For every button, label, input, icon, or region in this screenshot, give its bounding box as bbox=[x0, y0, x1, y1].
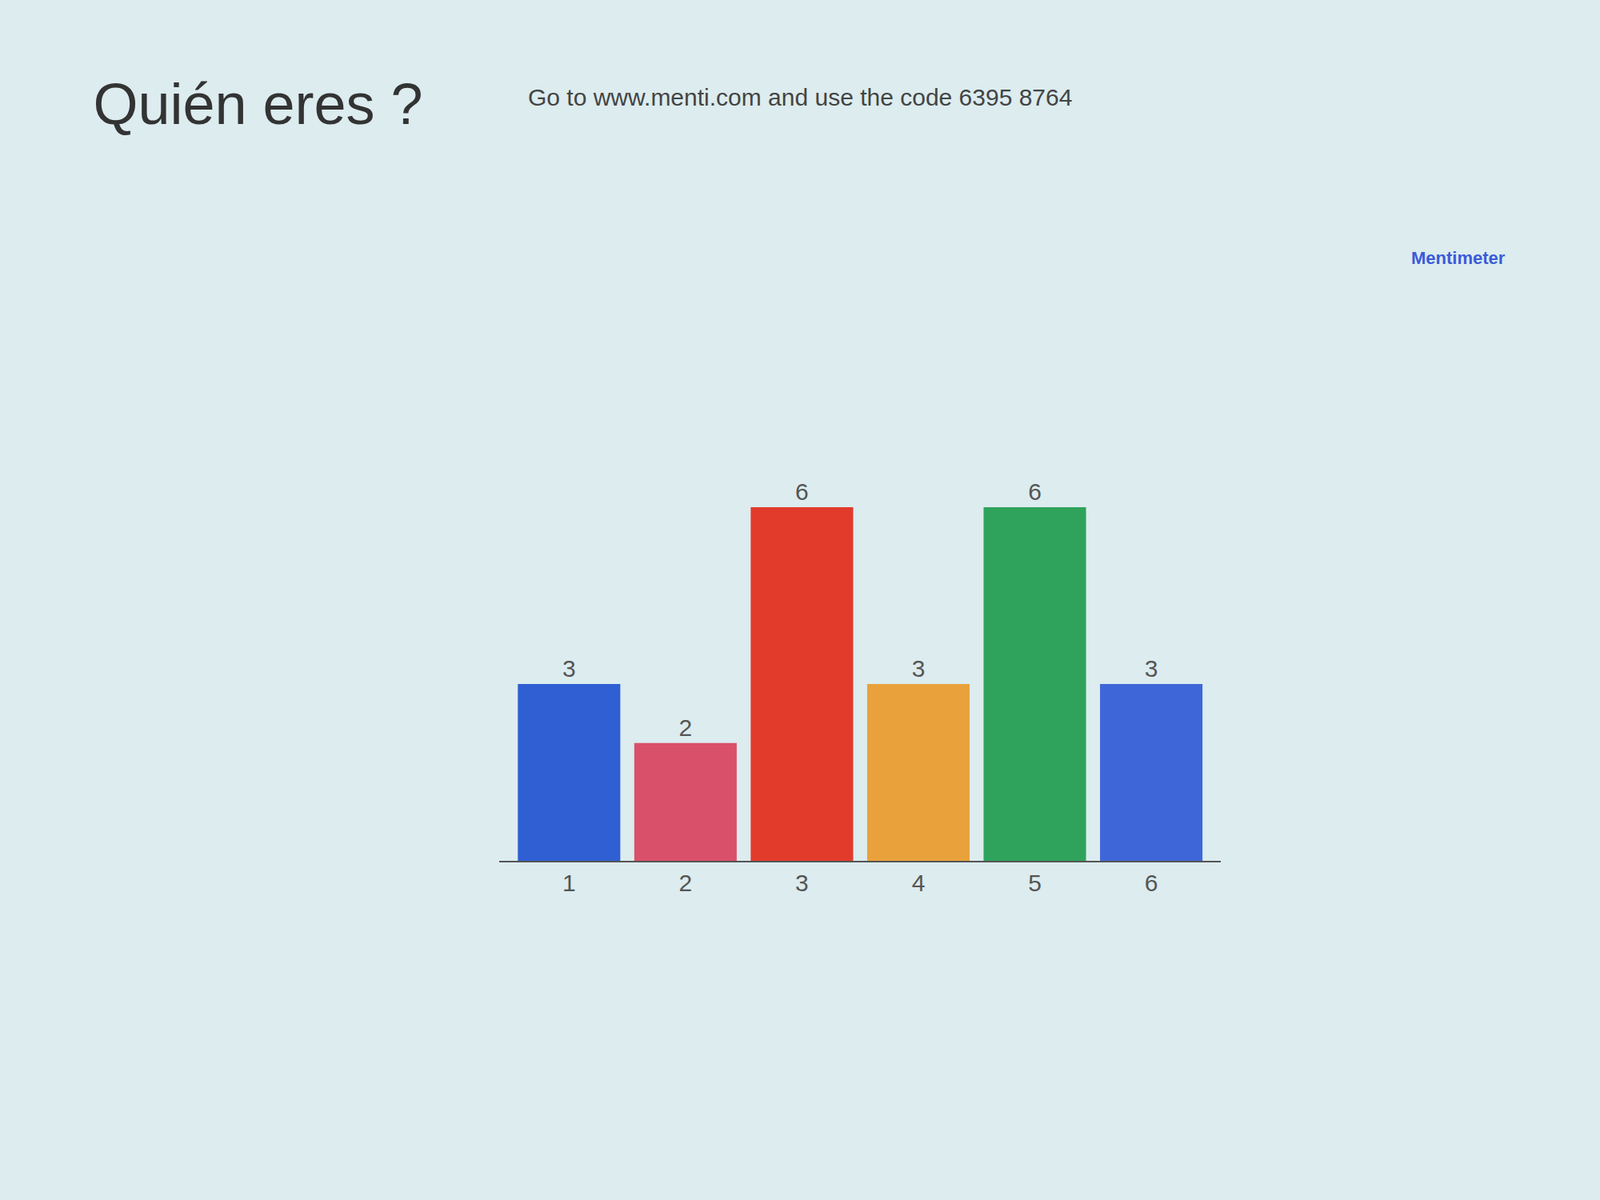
svg-text:6: 6 bbox=[1144, 869, 1159, 896]
svg-text:6: 6 bbox=[1028, 478, 1042, 505]
svg-text:3: 3 bbox=[912, 655, 926, 682]
svg-text:2: 2 bbox=[679, 869, 693, 896]
svg-text:3: 3 bbox=[562, 655, 576, 682]
svg-text:6: 6 bbox=[795, 478, 809, 505]
svg-text:5: 5 bbox=[1028, 869, 1042, 896]
svg-text:4: 4 bbox=[912, 869, 926, 896]
svg-text:Mentimeter: Mentimeter bbox=[1411, 248, 1506, 268]
svg-text:Quién eres ?: Quién eres ? bbox=[92, 72, 423, 136]
svg-text:3: 3 bbox=[1144, 655, 1159, 682]
svg-text:1: 1 bbox=[562, 869, 576, 896]
svg-text:2: 2 bbox=[679, 714, 693, 741]
svg-text:Go to www.menti.com and use th: Go to www.menti.com and use the code 639… bbox=[528, 84, 1072, 111]
svg-text:3: 3 bbox=[795, 869, 809, 896]
